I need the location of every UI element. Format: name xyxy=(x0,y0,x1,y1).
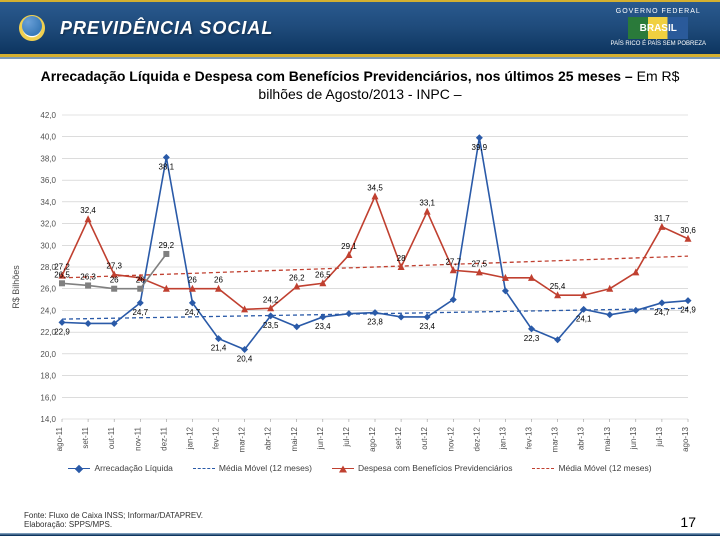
svg-text:23,8: 23,8 xyxy=(367,318,383,327)
svg-text:20,4: 20,4 xyxy=(237,355,253,364)
svg-text:27,3: 27,3 xyxy=(106,262,122,271)
gov-top-label: GOVERNO FEDERAL xyxy=(611,8,706,15)
y-axis-label: R$ Bilhões xyxy=(11,266,21,310)
svg-text:dez-11: dez-11 xyxy=(159,427,168,451)
svg-text:38,0: 38,0 xyxy=(40,155,56,164)
svg-text:39,9: 39,9 xyxy=(472,143,488,152)
svg-text:mai-12: mai-12 xyxy=(290,427,299,452)
page-number: 17 xyxy=(680,514,696,530)
svg-text:ago-11: ago-11 xyxy=(55,427,64,452)
footer: Fonte: Fluxo de Caixa INSS; Informar/DAT… xyxy=(24,511,696,530)
svg-text:fev-13: fev-13 xyxy=(525,427,534,450)
svg-text:32,4: 32,4 xyxy=(80,207,96,216)
svg-text:34,0: 34,0 xyxy=(40,198,56,207)
svg-text:40,0: 40,0 xyxy=(40,133,56,142)
brand-area: PREVIDÊNCIA SOCIAL xyxy=(14,10,273,46)
svg-text:dez-12: dez-12 xyxy=(472,427,481,452)
svg-text:42,0: 42,0 xyxy=(40,111,56,120)
svg-text:26: 26 xyxy=(136,276,145,285)
svg-text:jul-13: jul-13 xyxy=(655,427,664,448)
svg-text:jan-13: jan-13 xyxy=(498,427,507,451)
svg-text:nov-11: nov-11 xyxy=(133,427,142,451)
svg-text:24,0: 24,0 xyxy=(40,307,56,316)
svg-text:24,7: 24,7 xyxy=(654,308,670,317)
chart-title: Arrecadação Líquida e Despesa com Benefí… xyxy=(0,59,720,107)
svg-text:24,2: 24,2 xyxy=(263,296,279,305)
svg-text:26: 26 xyxy=(188,276,197,285)
footer-divider xyxy=(0,533,720,536)
svg-text:jun-13: jun-13 xyxy=(629,427,638,451)
svg-text:mar-12: mar-12 xyxy=(238,427,247,453)
svg-text:27,7: 27,7 xyxy=(445,258,461,267)
svg-text:nov-12: nov-12 xyxy=(446,427,455,452)
header-bar: PREVIDÊNCIA SOCIAL GOVERNO FEDERAL BRASI… xyxy=(0,0,720,54)
svg-text:26,2: 26,2 xyxy=(289,274,305,283)
svg-text:14,0: 14,0 xyxy=(40,415,56,424)
svg-text:20,0: 20,0 xyxy=(40,350,56,359)
svg-text:22,3: 22,3 xyxy=(524,334,540,343)
svg-text:32,0: 32,0 xyxy=(40,220,56,229)
svg-text:jan-12: jan-12 xyxy=(185,427,194,451)
svg-text:set-12: set-12 xyxy=(394,427,403,450)
svg-text:24,1: 24,1 xyxy=(576,315,592,324)
chart-container: R$ Bilhões 14,016,018,020,022,024,026,02… xyxy=(20,107,700,467)
brand-title: PREVIDÊNCIA SOCIAL xyxy=(60,18,273,39)
svg-text:31,7: 31,7 xyxy=(654,214,670,223)
svg-text:jun-12: jun-12 xyxy=(316,427,325,451)
svg-text:jul-12: jul-12 xyxy=(342,427,351,448)
svg-text:out-12: out-12 xyxy=(420,427,429,450)
svg-text:26: 26 xyxy=(110,276,119,285)
svg-text:26,5: 26,5 xyxy=(315,271,331,280)
svg-text:28: 28 xyxy=(397,254,406,263)
svg-text:34,5: 34,5 xyxy=(367,184,383,193)
gov-bottom-label: PAÍS RICO É PAÍS SEM POBREZA xyxy=(611,41,706,47)
svg-text:23,4: 23,4 xyxy=(315,322,331,331)
svg-text:26,3: 26,3 xyxy=(80,273,96,282)
svg-text:out-11: out-11 xyxy=(107,427,116,450)
svg-text:38,1: 38,1 xyxy=(159,163,175,172)
svg-text:33,1: 33,1 xyxy=(419,199,435,208)
svg-text:25,4: 25,4 xyxy=(550,283,566,292)
svg-text:mar-13: mar-13 xyxy=(551,427,560,453)
svg-text:set-11: set-11 xyxy=(81,427,90,449)
svg-text:18,0: 18,0 xyxy=(40,372,56,381)
svg-text:36,0: 36,0 xyxy=(40,177,56,186)
svg-text:abr-13: abr-13 xyxy=(577,427,586,451)
svg-text:22,9: 22,9 xyxy=(54,328,70,337)
source-line-2: Elaboração: SPPS/MPS. xyxy=(24,520,203,530)
svg-text:30,6: 30,6 xyxy=(680,226,696,235)
svg-text:mai-13: mai-13 xyxy=(603,427,612,452)
svg-text:ago-13: ago-13 xyxy=(681,427,690,452)
svg-text:26: 26 xyxy=(214,276,223,285)
svg-text:ago-12: ago-12 xyxy=(368,427,377,452)
footer-source: Fonte: Fluxo de Caixa INSS; Informar/DAT… xyxy=(24,511,203,530)
svg-text:21,4: 21,4 xyxy=(211,344,227,353)
svg-text:16,0: 16,0 xyxy=(40,394,56,403)
svg-text:23,5: 23,5 xyxy=(263,321,279,330)
svg-text:fev-12: fev-12 xyxy=(212,427,221,450)
logo-icon xyxy=(14,10,50,46)
svg-text:24,7: 24,7 xyxy=(185,308,201,317)
gov-flag-label: BRASIL xyxy=(628,17,688,39)
svg-text:26,5: 26,5 xyxy=(54,271,70,280)
svg-text:30,0: 30,0 xyxy=(40,242,56,251)
svg-text:24,9: 24,9 xyxy=(680,306,696,315)
line-chart: 14,016,018,020,022,024,026,028,030,032,0… xyxy=(20,107,700,467)
svg-text:24,7: 24,7 xyxy=(132,308,148,317)
svg-text:29,2: 29,2 xyxy=(159,241,175,250)
title-bold: Arrecadação Líquida e Despesa com Benefí… xyxy=(41,68,637,84)
svg-text:23,4: 23,4 xyxy=(419,322,435,331)
gov-brasil-badge: GOVERNO FEDERAL BRASIL PAÍS RICO É PAÍS … xyxy=(611,8,706,47)
svg-text:27,5: 27,5 xyxy=(472,260,488,269)
svg-text:26,0: 26,0 xyxy=(40,285,56,294)
svg-text:abr-12: abr-12 xyxy=(264,427,273,451)
source-line-1: Fonte: Fluxo de Caixa INSS; Informar/DAT… xyxy=(24,511,203,521)
svg-text:29,1: 29,1 xyxy=(341,242,357,251)
